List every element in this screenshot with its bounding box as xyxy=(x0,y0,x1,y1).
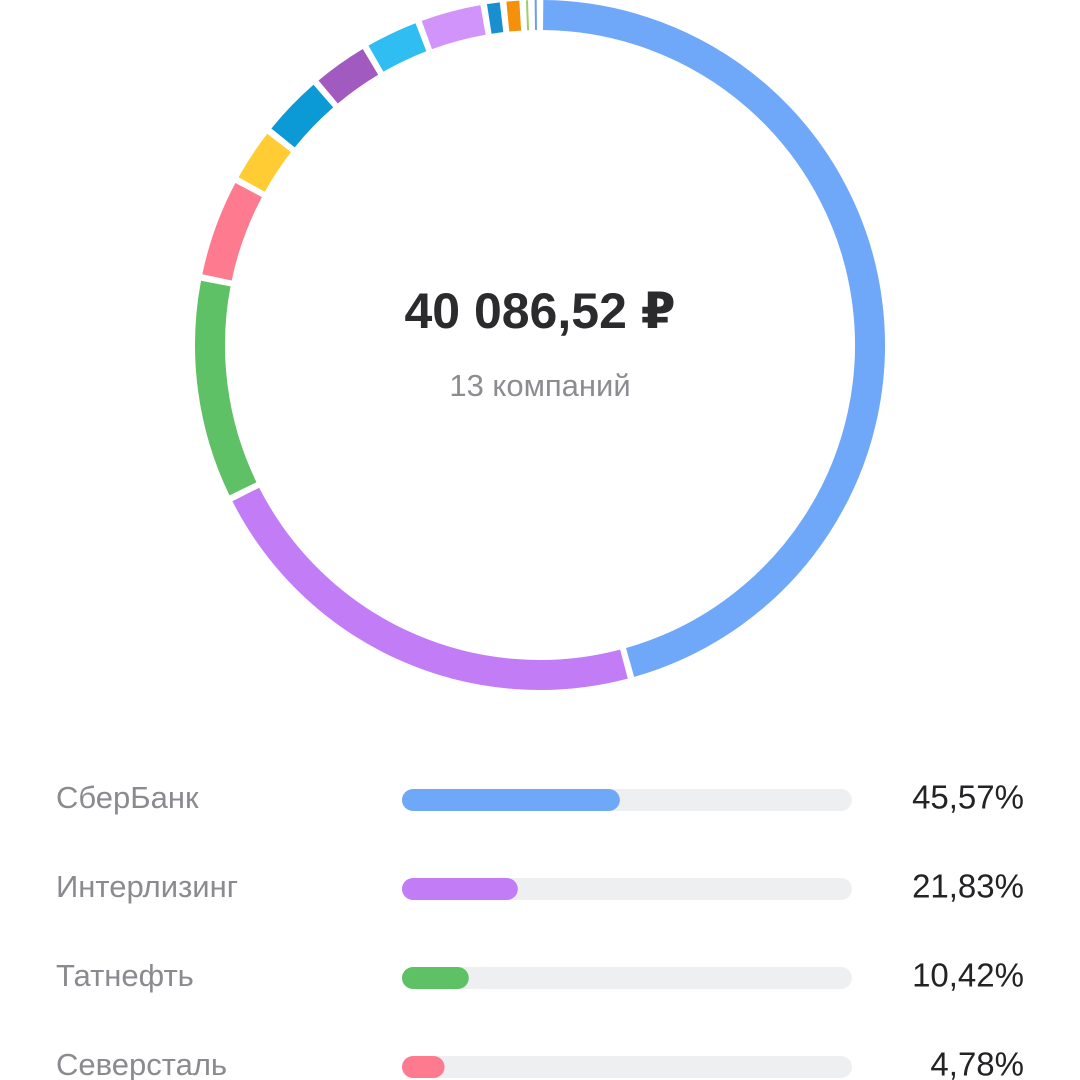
company-count: 13 компаний xyxy=(449,368,630,403)
donut-segment xyxy=(318,49,379,104)
company-name: Северсталь xyxy=(56,1047,227,1080)
bar xyxy=(402,878,518,900)
donut-segment xyxy=(238,133,292,192)
company-name: СберБанк xyxy=(56,780,199,815)
percent-label: 21,83% xyxy=(912,868,1024,905)
percent-label: 10,42% xyxy=(912,957,1024,994)
percent-label: 45,57% xyxy=(912,779,1024,816)
company-name: Интерлизинг xyxy=(56,869,238,904)
bar-track xyxy=(402,967,852,989)
bar xyxy=(402,1056,445,1078)
bar xyxy=(402,789,620,811)
company-name: Татнефть xyxy=(56,958,194,993)
donut-segment xyxy=(195,280,257,496)
percent-label: 4,78% xyxy=(930,1046,1024,1080)
donut-segment xyxy=(421,5,486,50)
donut-segment xyxy=(543,0,885,677)
donut-segment xyxy=(486,2,504,34)
bar xyxy=(402,967,469,989)
donut-segment xyxy=(368,23,427,72)
bar-track xyxy=(402,1056,852,1078)
donut-segment xyxy=(202,183,262,281)
donut-segment xyxy=(271,84,334,148)
total-value: 40 086,52 ₽ xyxy=(404,283,675,339)
donut-segment xyxy=(506,0,522,32)
donut-segment xyxy=(232,487,628,690)
